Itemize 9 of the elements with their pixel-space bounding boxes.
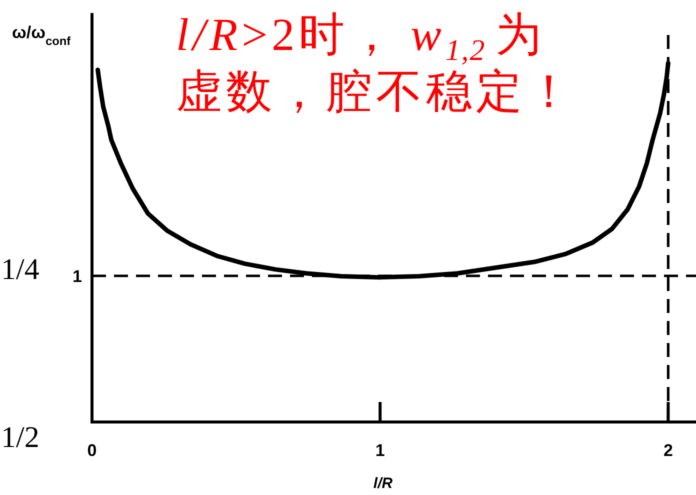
y-axis-title: ω/ω$_{conf}$ [12, 23, 71, 48]
x-tick-label: 2 [663, 441, 673, 460]
x-tick-label: 1 [375, 441, 385, 460]
text: 1 [72, 267, 82, 286]
x-axis-title: l/R [373, 475, 393, 492]
text: 1/4 [1, 253, 40, 286]
x-tick-label: 0 [87, 441, 97, 460]
chart-title: l/R>2时，w$_{1,2}$为虚数，腔不稳定！ [176, 8, 576, 119]
text: 1/2 [1, 421, 40, 454]
